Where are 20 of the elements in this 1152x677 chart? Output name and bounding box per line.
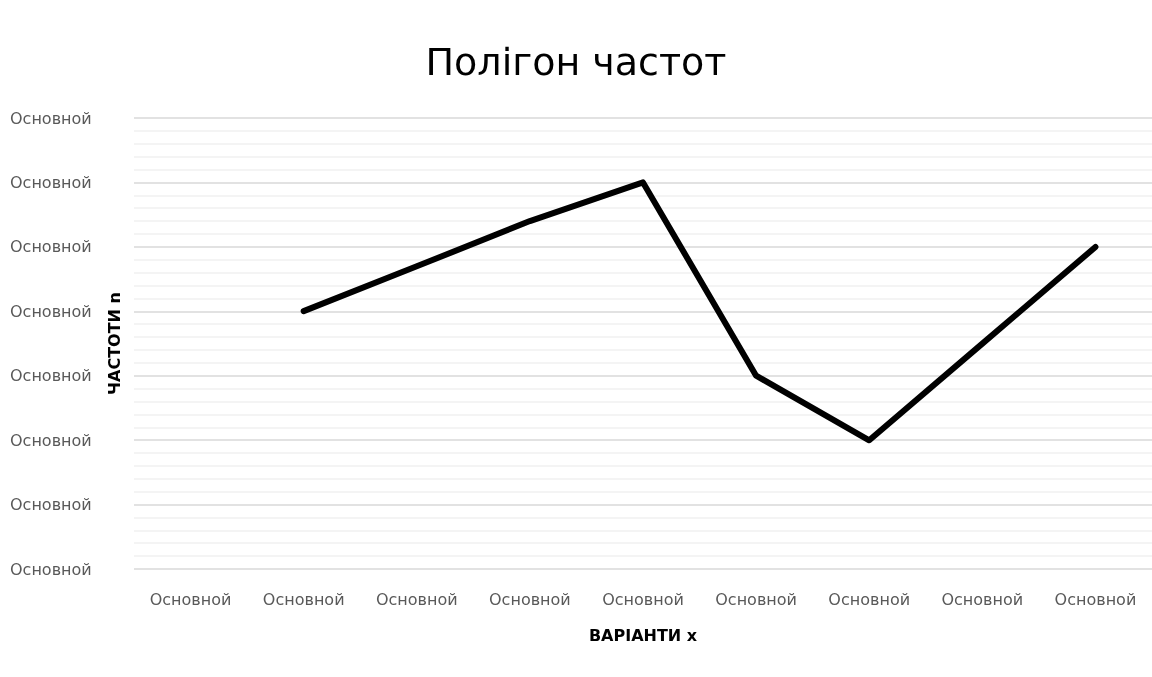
text: Основной	[10, 237, 92, 257]
x-tick-label: Основной	[375, 589, 458, 609]
x-tick-label: Основной	[149, 589, 232, 609]
text: Основной	[10, 366, 92, 386]
text: Основной	[10, 172, 92, 192]
x-tick-label: Основной	[1054, 589, 1137, 609]
chart-title: Полігон частот	[425, 40, 727, 84]
x-tick-label: Основной	[941, 589, 1024, 609]
text: Основной	[10, 301, 92, 321]
x-axis-title: ВАРІАНТИ x	[588, 625, 698, 645]
x-tick-label: Основной	[602, 589, 684, 609]
text: Основной	[10, 559, 92, 579]
x-tick-label: Основной	[715, 589, 797, 609]
x-tick-label: Основной	[828, 589, 911, 609]
text: Основной	[10, 495, 92, 515]
y-axis-title: ЧАСТОТИ n	[104, 292, 124, 395]
x-tick-label: Основной	[489, 589, 571, 609]
text: Основной	[10, 108, 92, 128]
text: Основной	[10, 430, 92, 450]
x-tick-label: Основной	[262, 589, 345, 609]
